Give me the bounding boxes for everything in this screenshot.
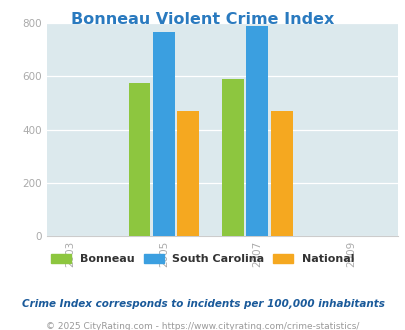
Bar	[222, 79, 243, 236]
Text: Crime Index corresponds to incidents per 100,000 inhabitants: Crime Index corresponds to incidents per…	[21, 299, 384, 309]
Bar	[128, 83, 150, 236]
Text: Bonneau Violent Crime Index: Bonneau Violent Crime Index	[71, 12, 334, 26]
Bar	[177, 111, 198, 236]
Text: © 2025 CityRating.com - https://www.cityrating.com/crime-statistics/: © 2025 CityRating.com - https://www.city…	[46, 322, 359, 330]
Bar	[152, 32, 174, 236]
Legend: Bonneau, South Carolina, National: Bonneau, South Carolina, National	[49, 252, 356, 267]
Bar	[246, 26, 268, 236]
Bar	[270, 111, 292, 236]
